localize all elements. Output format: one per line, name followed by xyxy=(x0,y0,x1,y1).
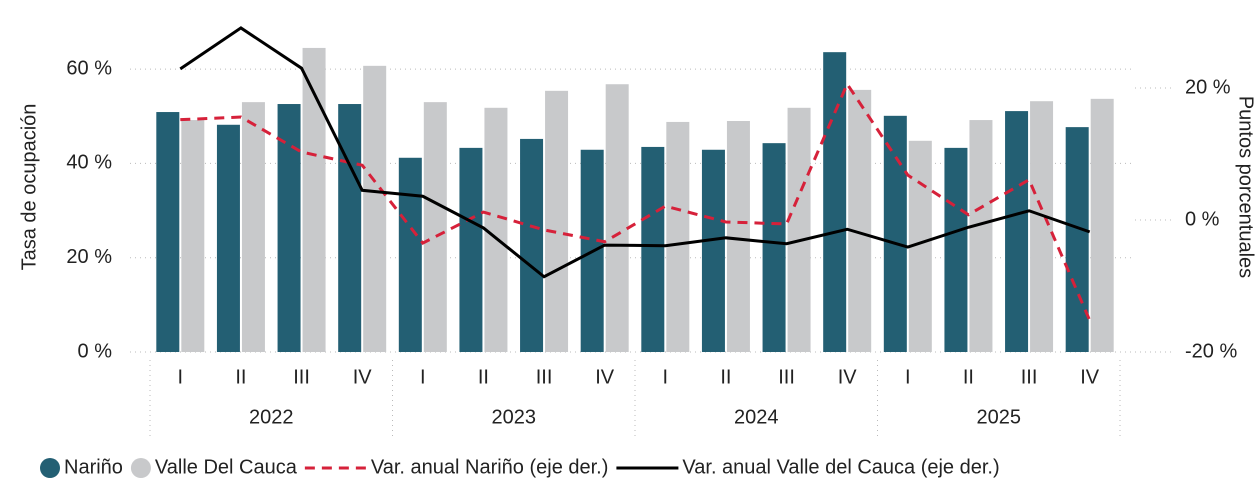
bar xyxy=(181,120,205,352)
y2-tick-label: -20 % xyxy=(1185,340,1237,362)
bar xyxy=(1030,101,1054,352)
y2-axis-label: Puntos porcentuales xyxy=(1235,96,1255,278)
legend-marker xyxy=(40,458,60,478)
x-tick-label: III xyxy=(536,366,553,388)
x-tick-label: I xyxy=(663,366,669,388)
x-tick-label: I xyxy=(178,366,184,388)
bar xyxy=(277,104,301,353)
x-tick-label: III xyxy=(778,366,795,388)
x-tick-label: I xyxy=(420,366,426,388)
bar xyxy=(605,84,629,352)
bar xyxy=(1090,98,1114,352)
bar xyxy=(302,47,326,353)
bar xyxy=(1065,127,1089,352)
y-axis-label: Tasa de ocupación xyxy=(18,104,40,271)
line-series xyxy=(180,80,1092,321)
x-tick-label: IV xyxy=(353,366,373,388)
bar xyxy=(701,149,725,352)
year-label: 2022 xyxy=(249,406,294,428)
bar xyxy=(423,102,447,353)
bar xyxy=(398,157,422,352)
y2-tick-label: 20 % xyxy=(1185,76,1231,98)
x-tick-label: II xyxy=(478,366,489,388)
legend-label: Nariño xyxy=(64,456,123,478)
y2-tick-label: 0 % xyxy=(1185,208,1220,230)
bar xyxy=(848,89,872,352)
x-tick-label: IV xyxy=(838,366,858,388)
legend-label: Var. anual Nariño (eje der.) xyxy=(371,456,609,478)
year-label: 2023 xyxy=(492,406,537,428)
bar xyxy=(241,102,265,353)
bar xyxy=(762,143,786,352)
y-tick-label: 20 % xyxy=(66,246,112,268)
bar xyxy=(520,138,544,352)
x-tick-label: III xyxy=(1021,366,1038,388)
y-tick-label: 0 % xyxy=(78,340,113,362)
bar xyxy=(338,104,362,353)
bar xyxy=(545,90,569,352)
bar xyxy=(156,112,180,353)
bar xyxy=(883,115,907,352)
bar xyxy=(484,107,508,352)
bar xyxy=(459,147,483,352)
bar xyxy=(726,121,750,352)
bar xyxy=(363,65,387,352)
bar xyxy=(641,146,665,352)
x-tick-label: II xyxy=(963,366,974,388)
x-tick-label: II xyxy=(235,366,246,388)
x-tick-label: IV xyxy=(1080,366,1100,388)
bar xyxy=(1005,111,1029,352)
bar xyxy=(666,121,690,352)
x-tick-label: II xyxy=(720,366,731,388)
x-tick-label: I xyxy=(905,366,911,388)
y-tick-label: 60 % xyxy=(66,57,112,79)
legend-marker xyxy=(130,458,151,478)
legend-label: Var. anual Valle del Cauca (eje der.) xyxy=(682,456,999,478)
legend-label: Valle Del Cauca xyxy=(155,456,298,478)
x-tick-label: III xyxy=(293,366,310,388)
bar xyxy=(216,124,240,353)
bar xyxy=(944,147,968,352)
year-label: 2024 xyxy=(734,406,779,428)
bar xyxy=(969,120,993,352)
x-tick-label: IV xyxy=(595,366,615,388)
year-label: 2025 xyxy=(977,406,1022,428)
bar xyxy=(908,140,932,352)
bar xyxy=(787,107,811,352)
y-tick-label: 40 % xyxy=(66,152,112,174)
line-series xyxy=(179,26,1091,279)
